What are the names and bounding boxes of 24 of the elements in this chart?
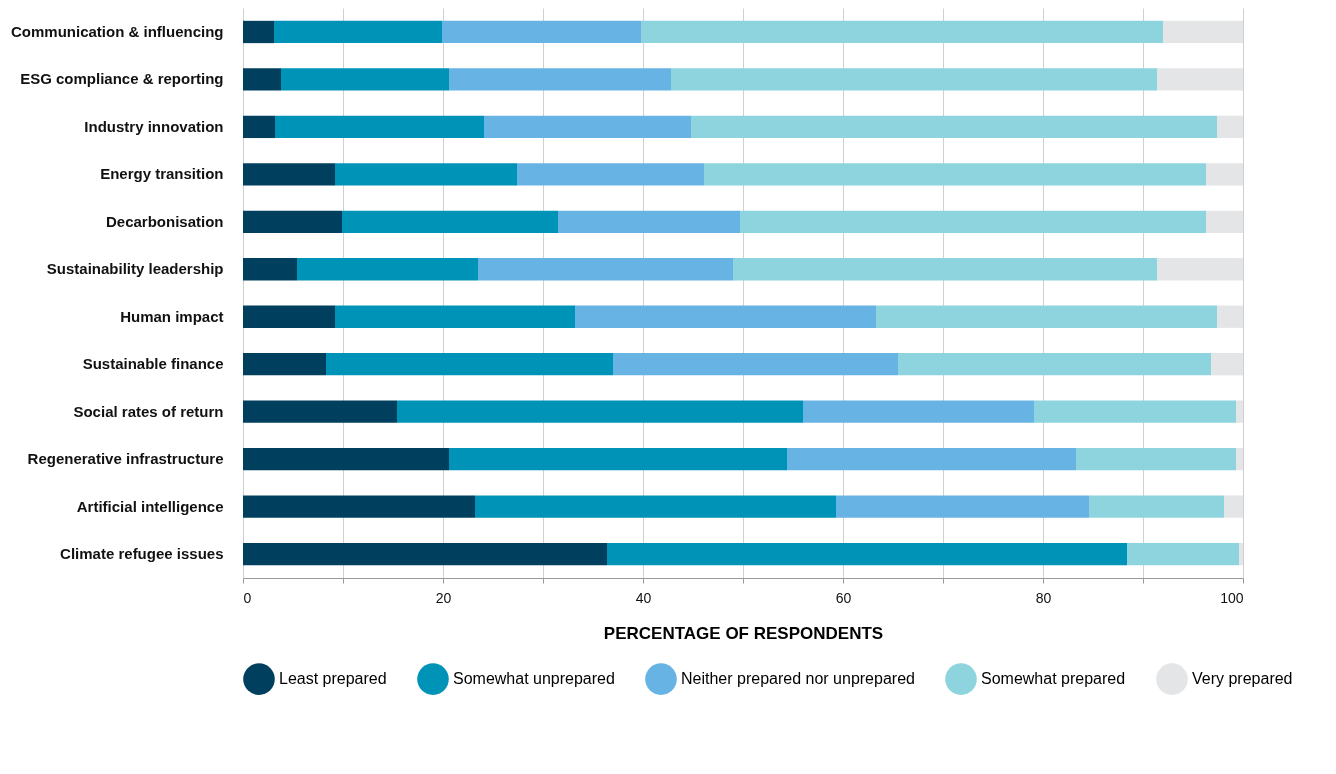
x-tick-label: 80 [1035, 589, 1052, 606]
x-tick-label: 100 [1220, 589, 1244, 606]
y-tick-label: ESG compliance & reporting [20, 70, 224, 88]
legend-label: Least prepared [279, 670, 387, 688]
y-tick-label: Human impact [120, 307, 224, 325]
legend-label: Somewhat unprepared [453, 670, 615, 688]
x-tick-label: 40 [635, 589, 652, 606]
x-tick-label: 60 [835, 589, 852, 606]
y-tick-label: Social rates of return [73, 402, 224, 420]
y-tick-label: Climate refugee issues [60, 545, 224, 563]
legend-label: Very prepared [1192, 670, 1293, 688]
y-tick-label: Sustainable finance [82, 355, 224, 373]
legend-label: Neither prepared nor unprepared [681, 670, 915, 688]
y-tick-label: Regenerative infrastructure [27, 450, 224, 468]
y-tick-label: Sustainability leadership [46, 260, 224, 278]
y-tick-label: Communication & influencing [11, 22, 224, 40]
legend-label: Somewhat prepared [981, 670, 1126, 688]
y-tick-label: Energy transition [100, 165, 224, 183]
x-tick-label: 0 [243, 589, 252, 606]
y-tick-label: Industry innovation [84, 117, 224, 135]
y-tick-label: Decarbonisation [105, 212, 224, 230]
y-tick-label: Artificial intelligence [76, 497, 224, 515]
x-axis-title: PERCENTAGE OF RESPONDENTS [603, 623, 884, 643]
x-tick-label: 20 [435, 589, 452, 606]
